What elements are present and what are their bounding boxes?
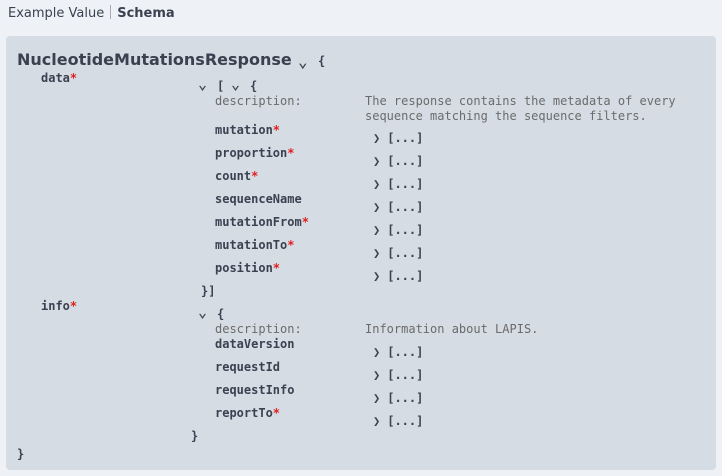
property-data: data* bbox=[41, 71, 77, 85]
collapsed-value: [...] bbox=[387, 269, 424, 283]
expand-requestInfo-button[interactable]: ❯ [...] bbox=[373, 391, 423, 405]
chevron-right-icon: ❯ bbox=[373, 391, 381, 405]
description-label: description: bbox=[215, 322, 302, 336]
property-name: mutationTo bbox=[215, 238, 288, 252]
description-text: The response contains the metadata of ev… bbox=[365, 94, 676, 108]
object-open: { bbox=[250, 79, 258, 93]
property-count: count* bbox=[215, 169, 258, 183]
tab-schema[interactable]: Schema bbox=[117, 6, 175, 21]
property-name: mutation bbox=[215, 123, 273, 137]
property-name: requestId bbox=[215, 360, 281, 374]
chevron-right-icon: ❯ bbox=[373, 345, 381, 359]
expand-sequenceName-button[interactable]: ❯ [...] bbox=[373, 200, 423, 214]
chevron-right-icon: ❯ bbox=[373, 414, 381, 428]
property-name: proportion bbox=[215, 146, 288, 160]
collapsed-value: [...] bbox=[387, 246, 424, 260]
property-requestInfo: requestInfo bbox=[215, 383, 294, 397]
property-sequenceName: sequenceName bbox=[215, 192, 302, 206]
property-proportion: proportion* bbox=[215, 146, 294, 160]
array-close: }] bbox=[201, 284, 216, 298]
collapsed-value: [...] bbox=[387, 345, 424, 359]
expand-requestId-button[interactable]: ❯ [...] bbox=[373, 368, 423, 382]
property-name: info bbox=[41, 299, 70, 313]
chevron-right-icon: ❯ bbox=[373, 223, 381, 237]
collapsed-value: [...] bbox=[387, 368, 424, 382]
property-reportTo: reportTo* bbox=[215, 406, 280, 420]
property-dataVersion: dataVersion bbox=[215, 337, 294, 351]
property-name: position bbox=[215, 261, 273, 275]
required-marker: * bbox=[301, 215, 309, 229]
expand-mutationFrom-button[interactable]: ❯ [...] bbox=[373, 223, 423, 237]
open-brace: { bbox=[318, 54, 326, 68]
schema-title: NucleotideMutationsResponse bbox=[17, 50, 292, 69]
chevron-right-icon: ❯ bbox=[373, 131, 381, 145]
chevron-right-icon: ❯ bbox=[373, 269, 381, 283]
required-marker: * bbox=[287, 238, 295, 252]
required-marker: * bbox=[69, 71, 78, 85]
property-mutationTo: mutationTo* bbox=[215, 238, 294, 252]
expand-proportion-button[interactable]: ❯ [...] bbox=[373, 154, 423, 168]
property-name: dataVersion bbox=[215, 337, 295, 351]
chevron-down-icon[interactable]: ⌄ bbox=[298, 52, 308, 71]
required-marker: * bbox=[272, 261, 281, 275]
chevron-right-icon: ❯ bbox=[373, 200, 381, 214]
chevron-down-icon[interactable]: ⌄ bbox=[231, 75, 241, 93]
expand-count-button[interactable]: ❯ [...] bbox=[373, 177, 423, 191]
divider bbox=[110, 5, 112, 19]
collapsed-value: [...] bbox=[387, 223, 424, 237]
object-open: { bbox=[217, 307, 225, 321]
property-name: data bbox=[41, 71, 70, 85]
expand-mutation-button[interactable]: ❯ [...] bbox=[373, 131, 423, 145]
chevron-right-icon: ❯ bbox=[373, 246, 381, 260]
property-name: sequenceName bbox=[215, 192, 302, 206]
chevron-down-icon[interactable]: ⌄ bbox=[198, 75, 208, 93]
property-name: count bbox=[215, 169, 252, 183]
close-brace: } bbox=[17, 447, 25, 461]
object-close: } bbox=[191, 429, 199, 443]
schema-panel bbox=[6, 36, 716, 470]
chevron-right-icon: ❯ bbox=[373, 154, 381, 168]
collapsed-value: [...] bbox=[387, 200, 424, 214]
required-marker: * bbox=[272, 406, 281, 420]
expand-position-button[interactable]: ❯ [...] bbox=[373, 269, 423, 283]
tabs: Example Value Schema bbox=[8, 5, 175, 21]
chevron-right-icon: ❯ bbox=[373, 177, 381, 191]
tab-example-value[interactable]: Example Value bbox=[8, 6, 105, 21]
collapsed-value: [...] bbox=[387, 414, 424, 428]
required-marker: * bbox=[69, 299, 78, 313]
array-open: [ bbox=[217, 79, 225, 93]
required-marker: * bbox=[272, 123, 281, 137]
required-marker: * bbox=[287, 146, 295, 160]
description-text: sequence matching the sequence filters. bbox=[365, 109, 647, 123]
property-name: requestInfo bbox=[215, 383, 295, 397]
property-info: info* bbox=[41, 299, 77, 313]
expand-reportTo-button[interactable]: ❯ [...] bbox=[373, 414, 423, 428]
collapsed-value: [...] bbox=[387, 391, 424, 405]
expand-mutationTo-button[interactable]: ❯ [...] bbox=[373, 246, 423, 260]
property-name: reportTo bbox=[215, 406, 273, 420]
required-marker: * bbox=[251, 169, 259, 183]
collapsed-value: [...] bbox=[387, 154, 424, 168]
property-requestId: requestId bbox=[215, 360, 280, 374]
property-mutationFrom: mutationFrom* bbox=[215, 215, 309, 229]
chevron-down-icon[interactable]: ⌄ bbox=[198, 303, 208, 321]
collapsed-value: [...] bbox=[387, 131, 424, 145]
expand-dataVersion-button[interactable]: ❯ [...] bbox=[373, 345, 423, 359]
property-position: position* bbox=[215, 261, 280, 275]
chevron-right-icon: ❯ bbox=[373, 368, 381, 382]
description-label: description: bbox=[215, 94, 302, 108]
property-name: mutationFrom bbox=[215, 215, 302, 229]
collapsed-value: [...] bbox=[387, 177, 424, 191]
description-text: Information about LAPIS. bbox=[365, 322, 539, 336]
property-mutation: mutation* bbox=[215, 123, 280, 137]
